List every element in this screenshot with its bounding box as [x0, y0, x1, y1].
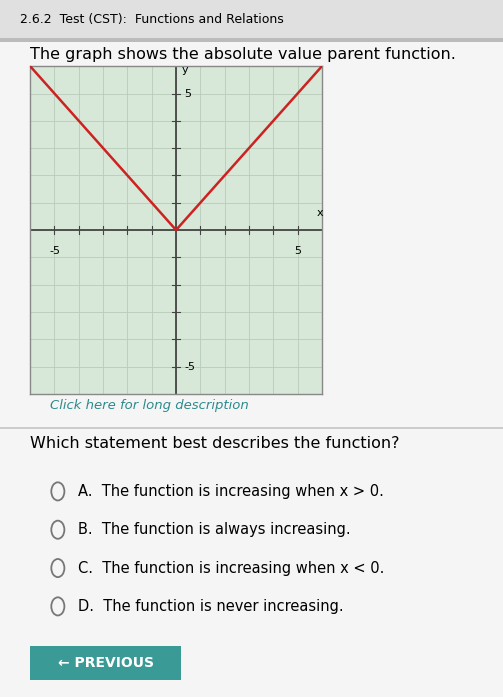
Text: -5: -5	[185, 362, 196, 372]
Text: 5: 5	[294, 246, 301, 256]
Text: x: x	[316, 208, 323, 217]
Text: A.  The function is increasing when x > 0.: A. The function is increasing when x > 0…	[78, 484, 384, 499]
Text: C.  The function is increasing when x < 0.: C. The function is increasing when x < 0…	[78, 560, 384, 576]
Text: Which statement best describes the function?: Which statement best describes the funct…	[30, 436, 400, 451]
Text: ← PREVIOUS: ← PREVIOUS	[58, 656, 153, 670]
Text: 5: 5	[185, 89, 192, 98]
Text: D.  The function is never increasing.: D. The function is never increasing.	[78, 599, 344, 614]
Text: Click here for long description: Click here for long description	[50, 399, 249, 412]
Text: -5: -5	[49, 246, 60, 256]
Text: y: y	[182, 66, 189, 75]
Text: The graph shows the absolute value parent function.: The graph shows the absolute value paren…	[30, 47, 456, 63]
Text: 2.6.2  Test (CST):  Functions and Relations: 2.6.2 Test (CST): Functions and Relation…	[20, 13, 284, 26]
Text: B.  The function is always increasing.: B. The function is always increasing.	[78, 522, 351, 537]
